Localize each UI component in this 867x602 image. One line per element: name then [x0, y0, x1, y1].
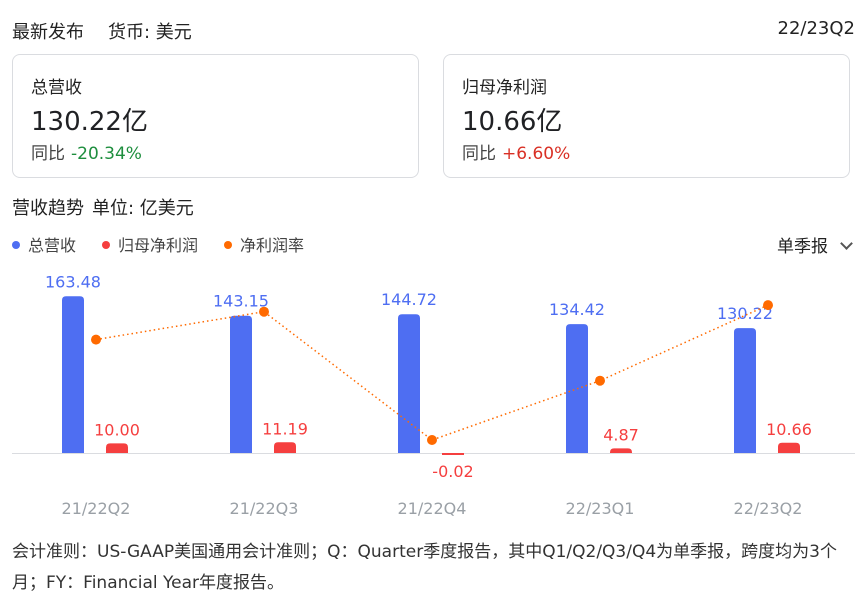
yoy-label: 同比 — [462, 144, 496, 164]
net-profit-bar — [778, 442, 800, 453]
legend-label: 总营收 — [28, 236, 77, 255]
revenue-data-label: 163.48 — [45, 272, 101, 291]
net-profit-bar — [274, 442, 296, 453]
legend-item-revenue[interactable]: 总营收 — [12, 232, 76, 256]
revenue-trend-chart: 163.48 10.00 21/22Q2 143.15 11.19 21/22Q3 144.… — [12, 272, 855, 518]
legend-label: 归母净利润 — [118, 236, 199, 255]
card-yoy: 同比 +6.60% — [462, 139, 570, 164]
net-profit-data-label: 10.66 — [766, 420, 812, 439]
x-tick-label: 21/22Q4 — [398, 499, 467, 518]
net-margin-line — [95, 304, 769, 441]
header: 最新发布 货币: 美元 22/23Q2 — [12, 18, 855, 44]
yoy-label: 同比 — [31, 144, 65, 164]
card-yoy: 同比 -20.34% — [31, 139, 142, 164]
report-period: 22/23Q2 — [777, 18, 856, 39]
legend-dot — [12, 240, 20, 249]
card-label: 总营收 — [31, 78, 82, 98]
revenue-bar — [62, 296, 84, 453]
x-tick-label: 21/22Q2 — [62, 499, 131, 518]
x-tick-label: 22/23Q1 — [566, 499, 635, 518]
header-title: 最新发布 — [12, 22, 84, 43]
revenue-data-label: 134.42 — [549, 300, 605, 319]
net-margin-point — [259, 306, 269, 317]
chevron-down-icon — [840, 237, 853, 250]
net-margin-point — [91, 334, 101, 345]
legend-dot — [224, 240, 232, 249]
period-dropdown[interactable]: 单季报 — [777, 232, 853, 257]
net-profit-data-label: -0.02 — [432, 462, 473, 481]
net-profit-bar — [106, 443, 128, 453]
revenue-bar — [398, 314, 420, 453]
period-dropdown-label: 单季报 — [777, 237, 828, 257]
legend-label: 净利润率 — [240, 236, 305, 255]
net-profit-bar — [442, 453, 464, 455]
trend-unit: 单位: 亿美元 — [92, 198, 194, 219]
revenue-data-label: 143.15 — [213, 292, 269, 311]
net-margin-point — [595, 375, 605, 386]
card-label: 归母净利润 — [462, 78, 547, 98]
net-profit-data-label: 11.19 — [262, 419, 308, 438]
card-value: 10.66亿 — [462, 107, 563, 137]
footnote: 会计准则：US-GAAP美国通用会计准则；Q：Quarter季度报告，其中Q1/… — [12, 542, 837, 593]
net-profit-bar — [610, 448, 632, 453]
net-profit-data-label: 4.87 — [603, 425, 639, 444]
revenue-bar — [230, 315, 252, 453]
yoy-value: +6.60% — [502, 144, 571, 164]
revenue-card: 总营收 130.22亿 同比 -20.34% — [12, 54, 419, 178]
legend-item-net-margin[interactable]: 净利润率 — [224, 232, 304, 256]
net-margin-point — [427, 435, 437, 445]
revenue-bar — [734, 328, 756, 453]
card-value: 130.22亿 — [31, 107, 148, 137]
net-profit-data-label: 10.00 — [94, 420, 140, 439]
trend-title: 营收趋势 — [12, 198, 84, 219]
x-tick-label: 22/23Q2 — [734, 499, 803, 518]
legend-dot — [102, 240, 110, 249]
net-profit-card: 归母净利润 10.66亿 同比 +6.60% — [443, 54, 850, 178]
x-tick-label: 21/22Q3 — [230, 499, 299, 518]
net-margin-point — [763, 300, 773, 311]
currency-label: 货币: 美元 — [108, 22, 192, 43]
revenue-data-label: 144.72 — [381, 290, 437, 309]
yoy-value: -20.34% — [71, 144, 142, 164]
trend-heading: 营收趋势 单位: 亿美元 — [12, 194, 194, 220]
legend-item-net-profit[interactable]: 归母净利润 — [102, 232, 198, 256]
